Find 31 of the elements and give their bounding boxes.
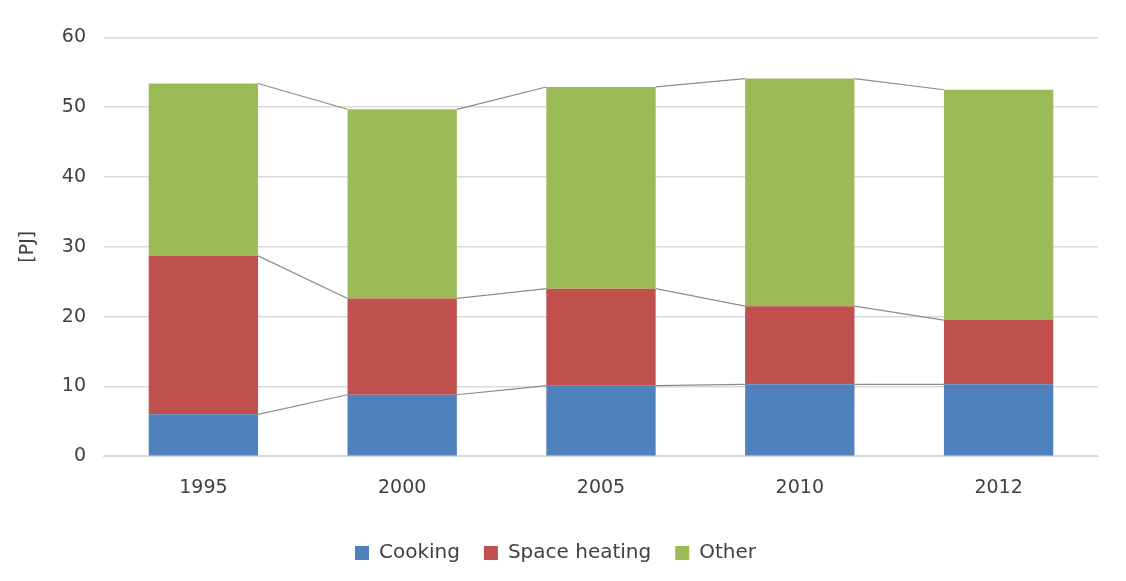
y-tick-label: 40 bbox=[61, 163, 86, 186]
y-tick-label: 0 bbox=[73, 443, 86, 466]
bar bbox=[347, 298, 457, 395]
x-tick-label: 1995 bbox=[179, 474, 228, 497]
bar bbox=[347, 109, 457, 299]
bar bbox=[745, 78, 855, 307]
x-tick-label: 2005 bbox=[576, 474, 626, 497]
legend-label: Space heating bbox=[507, 539, 652, 564]
x-tick-label: 2010 bbox=[775, 474, 824, 497]
y-tick-label: 60 bbox=[61, 24, 86, 47]
y-tick-label: 10 bbox=[61, 373, 86, 396]
legend-label: Cooking bbox=[378, 539, 460, 564]
x-tick-label: 2012 bbox=[974, 474, 1023, 497]
bar bbox=[943, 320, 1054, 385]
y-tick-label: 20 bbox=[61, 303, 86, 326]
y-tick-label: 50 bbox=[61, 94, 86, 117]
bar bbox=[148, 414, 259, 456]
bar bbox=[745, 306, 855, 385]
legend-label: Other bbox=[699, 539, 757, 564]
bar bbox=[546, 288, 656, 386]
bar bbox=[943, 384, 1054, 456]
y-axis-title: [PJ] bbox=[15, 230, 38, 263]
bar bbox=[148, 83, 259, 256]
x-tick-label: 2000 bbox=[378, 474, 427, 497]
bar bbox=[943, 89, 1054, 321]
bar bbox=[347, 394, 457, 456]
bar bbox=[148, 255, 259, 415]
bar bbox=[546, 385, 656, 456]
bar bbox=[546, 86, 656, 289]
y-tick-label: 30 bbox=[61, 233, 86, 256]
bar bbox=[745, 384, 855, 456]
